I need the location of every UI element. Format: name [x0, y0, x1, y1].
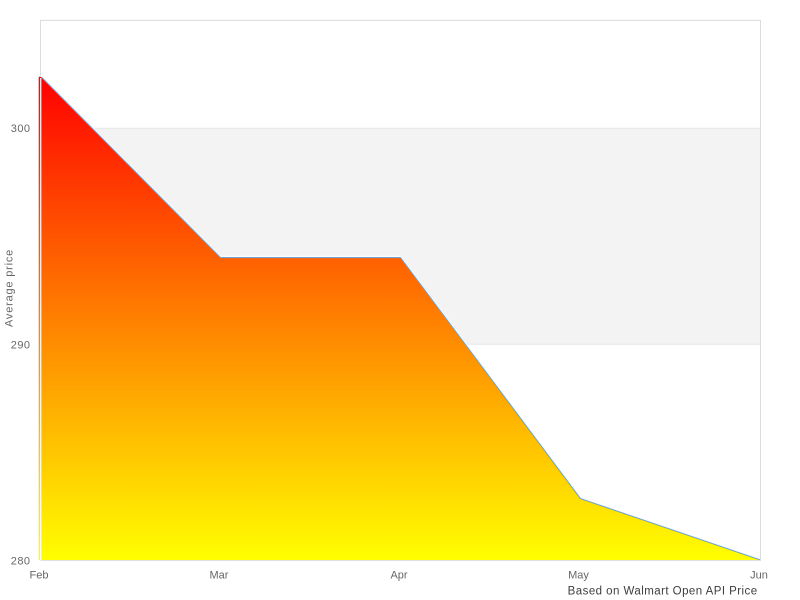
svg-text:Mar: Mar	[210, 570, 229, 582]
svg-text:290: 290	[11, 339, 31, 351]
svg-text:Based on Walmart Open API Pric: Based on Walmart Open API Price	[568, 585, 758, 597]
svg-text:280: 280	[11, 556, 31, 568]
svg-text:300: 300	[11, 123, 31, 135]
svg-text:Feb: Feb	[30, 570, 49, 582]
svg-text:Jun: Jun	[750, 570, 768, 582]
svg-text:Apr: Apr	[390, 570, 407, 582]
svg-text:Average price: Average price	[4, 249, 16, 327]
svg-text:May: May	[568, 570, 589, 582]
